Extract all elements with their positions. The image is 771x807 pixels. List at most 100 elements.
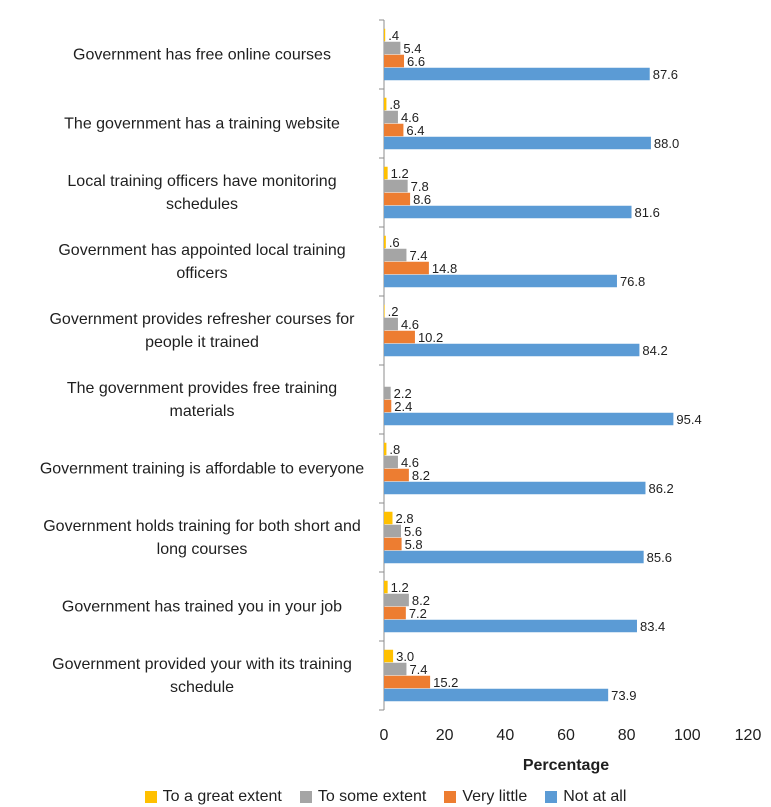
data-label: 7.4 bbox=[409, 248, 427, 263]
labels-layer: Government has free online courses The go… bbox=[40, 28, 702, 703]
category-label-line: Government training is affordable to eve… bbox=[40, 461, 364, 478]
x-tick-label: 100 bbox=[674, 727, 701, 744]
category-label-line: schedules bbox=[166, 196, 238, 213]
bar bbox=[384, 688, 609, 702]
axis-layer: 0 20 40 60 80 100 120 bbox=[379, 19, 762, 744]
category-label: Government holds training for both short… bbox=[43, 518, 361, 558]
bar bbox=[384, 110, 398, 124]
data-label: 8.6 bbox=[413, 192, 431, 207]
category-label-line: materials bbox=[170, 403, 235, 420]
category-label: Government provided your with its traini… bbox=[52, 656, 352, 696]
category-label-line: Local training officers have monitoring bbox=[67, 173, 336, 190]
bar bbox=[384, 399, 392, 413]
bar bbox=[384, 442, 387, 456]
data-label: .8 bbox=[389, 97, 400, 112]
bar bbox=[384, 136, 651, 150]
data-label: 7.2 bbox=[409, 606, 427, 621]
bars-layer bbox=[384, 28, 674, 702]
data-label: 5.6 bbox=[404, 524, 422, 539]
data-label: 83.4 bbox=[640, 619, 665, 634]
data-label: 3.0 bbox=[396, 649, 414, 664]
legend-label: To some extent bbox=[317, 787, 427, 805]
data-label: 5.4 bbox=[403, 41, 421, 56]
legend-swatch bbox=[545, 790, 558, 803]
data-label: .6 bbox=[389, 235, 400, 250]
bar bbox=[384, 550, 644, 564]
legend-item: To a great extent bbox=[144, 787, 282, 806]
bar bbox=[384, 675, 431, 689]
category-label: Government training is affordable to eve… bbox=[40, 461, 364, 478]
bar bbox=[384, 205, 632, 219]
bar bbox=[384, 662, 407, 676]
x-axis-title: Percentage bbox=[523, 757, 609, 774]
bar bbox=[384, 28, 386, 42]
data-label: 6.6 bbox=[407, 54, 425, 69]
data-label: 7.8 bbox=[411, 179, 429, 194]
data-label: 73.9 bbox=[611, 688, 636, 703]
data-label: 7.4 bbox=[409, 662, 427, 677]
data-label: 2.4 bbox=[394, 399, 412, 414]
x-tick-label: 80 bbox=[618, 727, 636, 744]
data-label: .4 bbox=[388, 28, 399, 43]
data-label: 1.2 bbox=[391, 580, 409, 595]
bar bbox=[384, 97, 387, 111]
legend-swatch bbox=[144, 790, 157, 803]
bar bbox=[384, 67, 650, 81]
data-label: .2 bbox=[388, 304, 399, 319]
bar bbox=[384, 386, 391, 400]
data-label: 2.8 bbox=[395, 511, 413, 526]
data-label: 85.6 bbox=[647, 550, 672, 565]
category-label-line: The government has a training website bbox=[64, 116, 340, 133]
data-label: 2.2 bbox=[394, 386, 412, 401]
bar bbox=[384, 261, 429, 275]
category-label-line: Government has free online courses bbox=[73, 47, 331, 64]
bar bbox=[384, 274, 617, 288]
x-tick-label: 60 bbox=[557, 727, 575, 744]
bar bbox=[384, 54, 405, 68]
legend-label: Not at all bbox=[563, 787, 627, 805]
bar bbox=[384, 580, 388, 594]
category-label: Local training officers have monitoring s… bbox=[67, 173, 336, 213]
data-label: 88.0 bbox=[654, 136, 679, 151]
legend-item: To some extent bbox=[299, 787, 427, 806]
category-label-line: schedule bbox=[170, 679, 234, 696]
category-label-line: officers bbox=[176, 265, 227, 282]
legend: To a great extent To some extent Very litt… bbox=[0, 786, 771, 807]
x-tick-label: 120 bbox=[735, 727, 762, 744]
data-label: 87.6 bbox=[653, 67, 678, 82]
data-label: 14.8 bbox=[432, 261, 457, 276]
bar bbox=[384, 41, 401, 55]
category-label-line: long courses bbox=[157, 541, 248, 558]
bar bbox=[384, 537, 402, 551]
bar bbox=[384, 248, 407, 262]
category-label: Government has trained you in your job bbox=[62, 599, 342, 616]
data-label: 95.4 bbox=[676, 412, 701, 427]
data-label: 4.6 bbox=[401, 455, 419, 470]
data-label: 4.6 bbox=[401, 110, 419, 125]
bar bbox=[384, 343, 640, 357]
bar bbox=[384, 192, 411, 206]
category-label-line: Government has appointed local training bbox=[58, 242, 345, 259]
data-label: 8.2 bbox=[412, 468, 430, 483]
data-label: 10.2 bbox=[418, 330, 443, 345]
category-label-line: Government provides refresher courses fo… bbox=[49, 311, 355, 328]
category-label: The government provides free training mat… bbox=[67, 380, 337, 420]
x-tick-label: 0 bbox=[380, 727, 389, 744]
bar bbox=[384, 511, 393, 525]
bar bbox=[384, 524, 401, 538]
category-label-line: people it trained bbox=[145, 334, 259, 351]
data-label: 81.6 bbox=[635, 205, 660, 220]
bar bbox=[384, 179, 408, 193]
category-label: Government provides refresher courses fo… bbox=[49, 311, 355, 351]
category-label: Government has free online courses bbox=[73, 47, 331, 64]
bar bbox=[384, 304, 385, 318]
data-label: 6.4 bbox=[406, 123, 424, 138]
legend-swatch bbox=[444, 790, 457, 803]
data-label: 1.2 bbox=[391, 166, 409, 181]
bar bbox=[384, 593, 409, 607]
legend-label: To a great extent bbox=[162, 787, 282, 805]
category-label-line: Government provided your with its traini… bbox=[52, 656, 352, 673]
legend-swatch bbox=[299, 790, 312, 803]
x-tick-label: 20 bbox=[436, 727, 454, 744]
